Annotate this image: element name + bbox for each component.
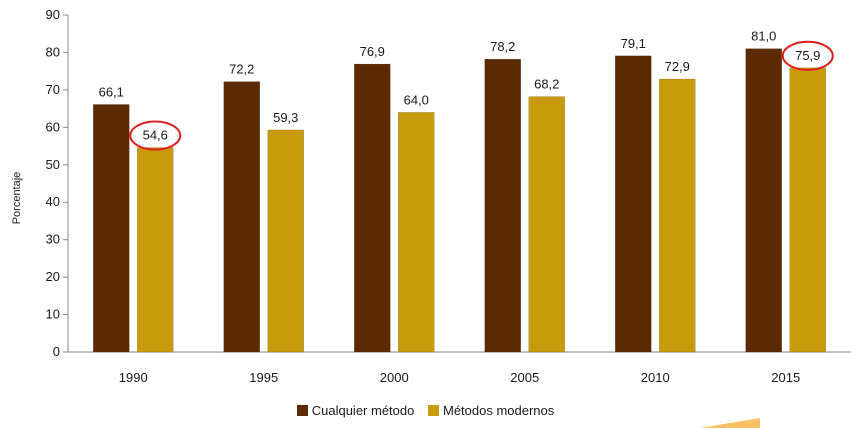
y-axis: 0 10 20 30 40 50 60 70 80 90: [46, 7, 69, 359]
data-label: 81,0: [751, 29, 776, 44]
bar-series-2: [528, 96, 565, 353]
data-label: 78,2: [490, 39, 515, 54]
x-tick-label: 1995: [249, 370, 278, 385]
bar-series-2: [789, 67, 826, 353]
highlight-circle: [129, 120, 182, 151]
data-label: 76,9: [360, 44, 385, 59]
legend-swatch-series-1: [296, 405, 308, 417]
y-tick-label: 20: [46, 269, 60, 284]
data-label: 72,9: [665, 59, 690, 74]
bar-series-2: [398, 112, 435, 353]
y-axis-label: Porcentaje: [11, 172, 23, 225]
data-label: 75,9: [795, 48, 820, 63]
x-tick-label: 1990: [119, 370, 148, 385]
bar-series-1: [93, 104, 130, 353]
data-labels-group: 66,1 54,6 72,2 59,3 76,9 64,0 78,2 68,2 79,1 72,9…: [99, 29, 821, 143]
data-label: 54,6: [143, 128, 168, 143]
bar-series-1: [484, 58, 521, 353]
bar-series-2: [267, 129, 304, 353]
data-label: 79,1: [621, 36, 646, 51]
y-tick-label: 70: [46, 82, 60, 97]
bar-series-1: [615, 55, 652, 353]
legend-label-series-1: Cualquier método: [311, 403, 415, 419]
y-tick-label: 60: [46, 119, 60, 134]
bar-series-1: [223, 81, 260, 353]
highlight-circles-group: [129, 40, 834, 151]
y-tick-label: 80: [46, 44, 60, 59]
data-label: 72,2: [229, 62, 254, 77]
bar-chart: 0 10 20 30 40 50 60 70 80 90 1990 1995 2000 2005 2010…: [11, 7, 851, 385]
decorative-arrow-shape: [700, 418, 760, 428]
legend: Cualquier método Métodos modernos: [0, 402, 851, 418]
highlight-circle: [781, 40, 834, 71]
legend-item-series-2: Métodos modernos: [427, 403, 555, 419]
bars-group: [93, 48, 826, 353]
data-label: 64,0: [404, 92, 429, 107]
data-label: 59,3: [273, 110, 298, 125]
x-tick-label: 2005: [510, 370, 539, 385]
bar-series-1: [745, 48, 782, 353]
y-tick-label: 50: [46, 157, 60, 172]
x-tick-label: 2000: [380, 370, 409, 385]
legend-label-series-2: Métodos modernos: [442, 403, 555, 419]
bar-series-1: [354, 63, 391, 353]
y-tick-label: 10: [46, 307, 60, 322]
x-tick-label: 2010: [641, 370, 670, 385]
y-tick-label: 40: [46, 194, 60, 209]
x-tick-label: 2015: [771, 370, 800, 385]
legend-swatch-series-2: [427, 405, 439, 417]
bar-series-2: [659, 78, 696, 353]
y-tick-label: 0: [53, 344, 60, 359]
x-axis: 1990 1995 2000 2005 2010 2015: [68, 351, 851, 385]
bar-series-2: [137, 147, 174, 353]
data-label: 68,2: [534, 77, 559, 92]
y-tick-label: 30: [46, 232, 60, 247]
legend-item-series-1: Cualquier método: [296, 403, 415, 419]
data-label: 66,1: [99, 84, 124, 99]
y-tick-label: 90: [46, 7, 60, 22]
